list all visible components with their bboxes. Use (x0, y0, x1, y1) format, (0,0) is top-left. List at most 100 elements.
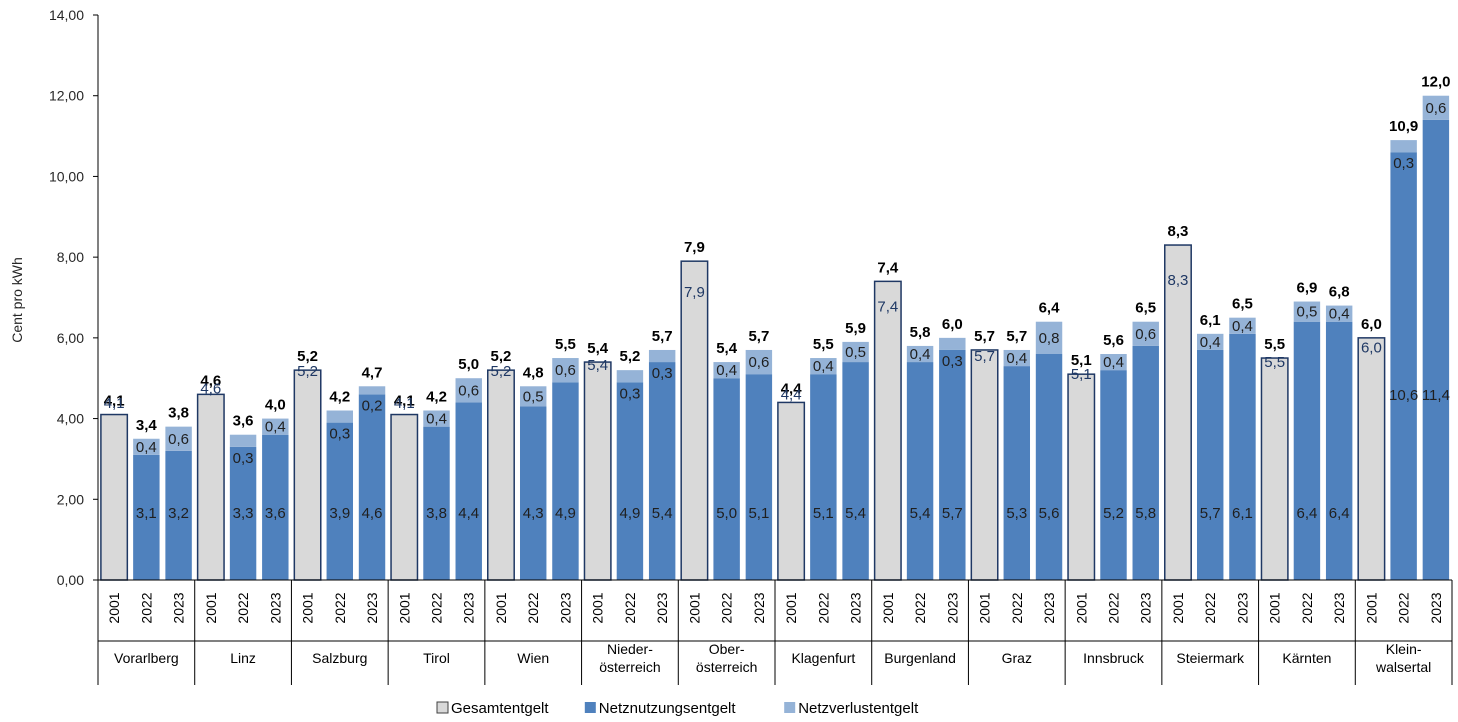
bar-total-label: 5,2 (619, 348, 640, 365)
segment-netzverlust-label: 0,3 (329, 426, 350, 443)
bar-gesamtentgelt (100, 413, 129, 581)
bar-netznutzungsentgelt (455, 402, 482, 580)
bar-netznutzungsentgelt (519, 406, 547, 580)
x-group-label: Innsbruck (1083, 650, 1145, 666)
bar-netznutzungsentgelt (326, 422, 354, 580)
x-year-label: 2001 (203, 592, 219, 623)
x-year-label: 2001 (300, 592, 316, 623)
x-year-label: 2022 (1299, 592, 1315, 623)
segment-netzverlust-label: 0,4 (136, 439, 157, 456)
bar-netznutzungsentgelt (1422, 119, 1450, 580)
bar-total-label: 5,2 (491, 348, 512, 365)
legend: Gesamtentgelt Netznutzungsentgelt Netzverl… (436, 700, 919, 717)
bar-total-label: 5,1 (1071, 352, 1092, 369)
segment-netzverlust-label: 0,4 (265, 419, 286, 436)
legend-swatch (436, 701, 449, 714)
segment-netzverlust-label: 0,5 (1296, 304, 1317, 321)
x-year-label: 2023 (1138, 592, 1154, 623)
bar-total-label: 7,4 (877, 259, 899, 276)
bar-gesamtentgelt (293, 369, 322, 581)
bar-netznutzungsentgelt (810, 374, 837, 580)
bar-inner-label: 6,0 (1361, 339, 1382, 356)
bar-total-label: 3,8 (168, 405, 189, 422)
segment-netzverlust-label: 0,4 (1103, 354, 1124, 371)
segment-netznutzung-label: 5,6 (1039, 505, 1060, 522)
bar-total-label: 10,9 (1389, 118, 1418, 135)
bar-netzverlustentgelt (133, 438, 160, 455)
bar-inner-label: 5,4 (587, 357, 608, 374)
segment-netzverlust-label: 0,2 (362, 397, 383, 414)
bar-total-label: 5,5 (813, 336, 834, 353)
segment-netznutzung-label: 5,0 (716, 505, 737, 522)
segment-netznutzung-label: 5,2 (1103, 505, 1124, 522)
bar-gesamtentgelt (1067, 373, 1096, 581)
x-group-label: Nieder- (607, 641, 653, 657)
segment-netzverlust-label: 0,4 (426, 411, 447, 428)
segment-netzverlust-label: 0,5 (845, 344, 866, 361)
bar-netzverlustentgelt (1390, 140, 1417, 153)
bar-gesamtentgelt (390, 413, 419, 581)
bar-netzverlustentgelt (262, 418, 289, 435)
segment-netznutzung-label: 5,7 (942, 505, 963, 522)
bar-gesamtentgelt (583, 361, 612, 581)
bar-total-label: 5,5 (555, 336, 576, 353)
x-year-label: 2022 (719, 592, 735, 623)
bar-inner-label: 5,2 (491, 363, 512, 380)
bar-netznutzungsentgelt (1196, 349, 1224, 580)
segment-netzverlust-label: 0,4 (910, 346, 931, 363)
segment-netznutzung-label: 3,1 (136, 505, 157, 522)
segment-netznutzung-label: 5,4 (652, 505, 673, 522)
bar-netznutzungsentgelt (1293, 321, 1321, 580)
bar-total-label: 4,6 (200, 372, 221, 389)
x-group-label: Burgenland (884, 650, 956, 666)
bar-netznutzungsentgelt (745, 374, 773, 580)
bar-total-label: 5,0 (458, 356, 479, 373)
bar-netzverlustentgelt (1229, 317, 1256, 334)
x-year-label: 2023 (557, 592, 573, 623)
segment-netzverlust-label: 0,3 (233, 450, 254, 467)
x-group-label: Ober- (709, 641, 745, 657)
bar-inner-label: 5,5 (1264, 354, 1285, 371)
x-year-label: 2023 (1428, 592, 1444, 623)
x-year-label: 2001 (396, 592, 412, 623)
x-year-label: 2001 (977, 592, 993, 623)
bar-inner-label: 7,9 (684, 284, 705, 301)
bar-total-label: 5,7 (1006, 328, 1027, 345)
bar-total-label: 5,7 (748, 328, 769, 345)
bar-netzverlustentgelt (519, 386, 547, 407)
segment-netznutzung-label: 11,4 (1422, 387, 1450, 404)
bar-netzverlustentgelt (616, 370, 644, 383)
y-axis: 0,00 2,00 4,00 6,00 8,00 10,00 12,00 14,00 (49, 7, 99, 588)
x-year-label: 2023 (944, 592, 960, 623)
segment-netzverlust-label: 0,6 (748, 354, 769, 371)
segment-netznutzung-label: 4,9 (555, 505, 576, 522)
bar-inner-label: 8,3 (1168, 272, 1189, 289)
bar-total-label: 3,6 (233, 413, 254, 430)
segment-netznutzung-label: 4,4 (458, 505, 479, 522)
x-year-label: 2001 (493, 592, 509, 623)
bar-netzverlustentgelt (423, 410, 450, 427)
bar-total-label: 5,9 (845, 320, 866, 337)
x-year-label: 2022 (815, 592, 831, 623)
segment-netznutzung-label: 3,8 (426, 505, 447, 522)
segment-netzverlust-label: 0,3 (619, 385, 640, 402)
segment-netznutzung-label: 6,4 (1296, 505, 1317, 522)
segment-netzverlust-label: 0,3 (942, 353, 963, 370)
x-year-label: 2001 (1170, 592, 1186, 623)
segment-netznutzung-label: 4,6 (362, 505, 383, 522)
segment-netzverlust-label: 0,3 (652, 365, 673, 382)
bar-netzverlustentgelt (1003, 349, 1031, 367)
bar-gesamtentgelt (777, 401, 806, 581)
bar-netznutzungsentgelt (648, 362, 676, 580)
bar-total-label: 12,0 (1421, 74, 1450, 91)
bar-netznutzungsentgelt (842, 362, 869, 580)
segment-netznutzung-label: 3,3 (233, 505, 254, 522)
x-axis: 2001 2022 2023 Vorarlberg 2001 2022 2023 Linz 20… (97, 579, 1453, 685)
bar-netznutzungsentgelt (423, 426, 450, 580)
x-year-label: 2022 (138, 592, 154, 623)
bar-inner-label: 5,2 (297, 363, 318, 380)
bar-netzverlustentgelt (939, 337, 966, 350)
segment-netznutzung-label: 6,1 (1232, 505, 1253, 522)
bar-netznutzungsentgelt (1132, 345, 1159, 580)
